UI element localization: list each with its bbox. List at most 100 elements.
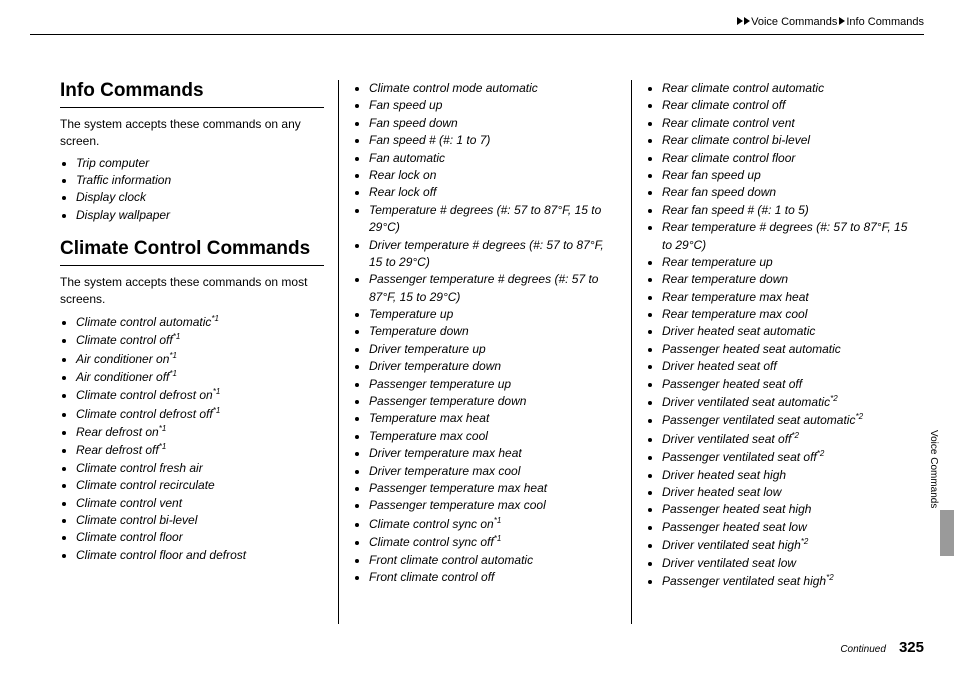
list-item: Climate control sync off*1 xyxy=(369,533,617,551)
superscript-note: *1 xyxy=(159,442,167,451)
column-3: Rear climate control automaticRear clima… xyxy=(631,80,924,624)
triangle-icon xyxy=(839,17,845,25)
list-item: Driver temperature # degrees (#: 57 to 8… xyxy=(369,237,617,272)
triangle-icon xyxy=(737,17,743,25)
superscript-note: *1 xyxy=(169,369,177,378)
superscript-note: *2 xyxy=(801,537,809,546)
breadcrumb: Voice Commands Info Commands xyxy=(737,16,924,28)
list-item: Driver ventilated seat high*2 xyxy=(662,536,910,554)
list-item: Driver heated seat automatic xyxy=(662,323,910,340)
list-item: Passenger ventilated seat off*2 xyxy=(662,448,910,466)
list-item: Display wallpaper xyxy=(76,207,324,224)
list-item: Driver temperature down xyxy=(369,358,617,375)
list-item: Traffic information xyxy=(76,172,324,189)
list-item: Climate control mode automatic xyxy=(369,80,617,97)
info-commands-heading: Info Commands xyxy=(60,80,324,103)
list-item: Driver heated seat low xyxy=(662,484,910,501)
list-item: Front climate control off xyxy=(369,569,617,586)
list-item: Rear climate control bi-level xyxy=(662,132,910,149)
list-item: Passenger heated seat high xyxy=(662,501,910,518)
list-item: Temperature down xyxy=(369,323,617,340)
list-item: Climate control floor and defrost xyxy=(76,547,324,564)
page-number: 325 xyxy=(899,639,924,656)
continued-label: Continued xyxy=(840,644,886,655)
list-item: Driver temperature up xyxy=(369,341,617,358)
list-item: Rear climate control vent xyxy=(662,115,910,132)
list-item: Rear lock on xyxy=(369,167,617,184)
list-item: Passenger heated seat low xyxy=(662,519,910,536)
superscript-note: *1 xyxy=(173,332,181,341)
page-footer: Continued 325 xyxy=(840,639,924,656)
list-item: Passenger temperature down xyxy=(369,393,617,410)
superscript-note: *1 xyxy=(213,387,221,396)
list-item: Driver temperature max heat xyxy=(369,445,617,462)
list-item: Passenger temperature max cool xyxy=(369,497,617,514)
list-item: Climate control sync on*1 xyxy=(369,515,617,533)
list-item: Air conditioner off*1 xyxy=(76,368,324,386)
side-tab xyxy=(940,510,954,556)
list-item: Temperature max heat xyxy=(369,410,617,427)
list-item: Display clock xyxy=(76,189,324,206)
list-item: Temperature max cool xyxy=(369,428,617,445)
list-item: Passenger temperature max heat xyxy=(369,480,617,497)
list-item: Rear temperature max cool xyxy=(662,306,910,323)
list-item: Climate control defrost off*1 xyxy=(76,405,324,423)
side-section-label: Voice Commands xyxy=(928,430,939,508)
list-item: Driver ventilated seat automatic*2 xyxy=(662,393,910,411)
list-item: Rear climate control automatic xyxy=(662,80,910,97)
list-item: Driver heated seat high xyxy=(662,467,910,484)
list-item: Rear defrost off*1 xyxy=(76,441,324,459)
climate-intro: The system accepts these commands on mos… xyxy=(60,274,324,309)
list-item: Rear temperature up xyxy=(662,254,910,271)
list-item: Rear defrost on*1 xyxy=(76,423,324,441)
list-item: Rear fan speed up xyxy=(662,167,910,184)
list-item: Rear lock off xyxy=(369,184,617,201)
breadcrumb-a: Voice Commands xyxy=(751,16,837,28)
list-item: Climate control fresh air xyxy=(76,460,324,477)
list-item: Rear temperature max heat xyxy=(662,289,910,306)
triangle-icon xyxy=(744,17,750,25)
list-item: Climate control off*1 xyxy=(76,331,324,349)
superscript-note: *2 xyxy=(817,449,825,458)
list-item: Fan speed down xyxy=(369,115,617,132)
list-item: Rear climate control off xyxy=(662,97,910,114)
list-item: Rear temperature # degrees (#: 57 to 87°… xyxy=(662,219,910,254)
list-item: Climate control recirculate xyxy=(76,477,324,494)
list-item: Driver heated seat off xyxy=(662,358,910,375)
superscript-note: *1 xyxy=(169,351,177,360)
list-item: Rear fan speed # (#: 1 to 5) xyxy=(662,202,910,219)
superscript-note: *1 xyxy=(494,534,502,543)
list-item: Fan automatic xyxy=(369,150,617,167)
list-item: Passenger ventilated seat high*2 xyxy=(662,572,910,590)
climate-commands-heading: Climate Control Commands xyxy=(60,238,324,261)
top-rule xyxy=(30,34,924,35)
list-item: Rear climate control floor xyxy=(662,150,910,167)
list-item: Temperature # degrees (#: 57 to 87°F, 15… xyxy=(369,202,617,237)
list-item: Climate control defrost on*1 xyxy=(76,386,324,404)
list-item: Front climate control automatic xyxy=(369,552,617,569)
column-2: Climate control mode automaticFan speed … xyxy=(338,80,631,624)
breadcrumb-b: Info Commands xyxy=(846,16,924,28)
column-1: Info Commands The system accepts these c… xyxy=(60,80,338,624)
list-item: Temperature up xyxy=(369,306,617,323)
list-item: Driver ventilated seat low xyxy=(662,555,910,572)
content-columns: Info Commands The system accepts these c… xyxy=(60,80,924,624)
superscript-note: *2 xyxy=(791,431,799,440)
list-item: Passenger temperature # degrees (#: 57 t… xyxy=(369,271,617,306)
superscript-note: *2 xyxy=(826,573,834,582)
superscript-note: *1 xyxy=(494,516,502,525)
climate-list-3: Rear climate control automaticRear clima… xyxy=(646,80,910,590)
list-item: Rear temperature down xyxy=(662,271,910,288)
list-item: Climate control floor xyxy=(76,529,324,546)
list-item: Driver ventilated seat off*2 xyxy=(662,430,910,448)
list-item: Fan speed # (#: 1 to 7) xyxy=(369,132,617,149)
list-item: Climate control automatic*1 xyxy=(76,313,324,331)
list-item: Passenger heated seat off xyxy=(662,376,910,393)
info-list: Trip computerTraffic informationDisplay … xyxy=(60,155,324,225)
superscript-note: *2 xyxy=(830,394,838,403)
list-item: Passenger heated seat automatic xyxy=(662,341,910,358)
section-rule xyxy=(60,265,324,266)
climate-list-1: Climate control automatic*1Climate contr… xyxy=(60,313,324,564)
list-item: Fan speed up xyxy=(369,97,617,114)
list-item: Passenger ventilated seat automatic*2 xyxy=(662,411,910,429)
